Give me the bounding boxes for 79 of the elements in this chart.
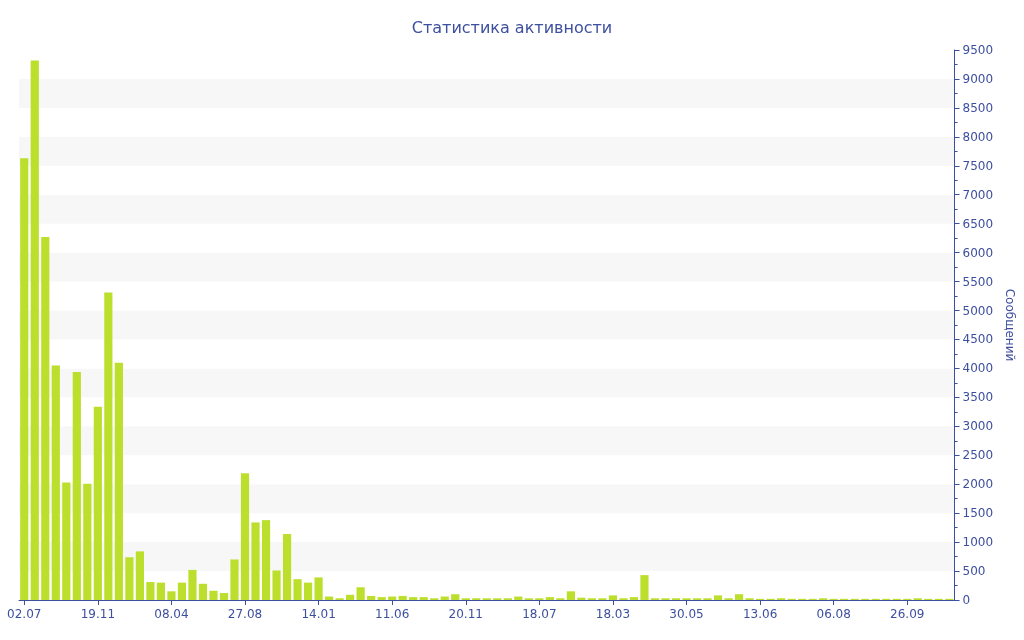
x-tick-label: 02.07 [7,607,42,621]
chart-title: Статистика активности [411,17,613,37]
x-tick-label: 13.06 [742,607,778,621]
bar [377,597,386,600]
y2-tick-label: 4500 [962,332,994,347]
bar [261,520,271,600]
bar [451,594,460,600]
x-tick-label: 20.11 [448,607,483,621]
bar [51,365,60,600]
bar [156,582,166,600]
bar [125,557,134,600]
bar [409,597,418,600]
x-tick-label: 27.08 [227,607,263,621]
y2-tick-label: 2000 [962,477,994,492]
bar [272,570,281,600]
bar [640,575,649,600]
bar [314,577,323,600]
bar [83,483,92,600]
y2-tick-label: 9000 [962,71,994,86]
y2-tick-label: 500 [962,564,986,579]
bar [62,482,71,600]
x-tick-label: 26.09 [890,607,925,621]
bar [356,587,365,600]
y2-tick-label: 9500 [962,43,994,57]
bar [72,371,81,600]
y2-tick-label: 8000 [962,129,994,144]
bar [30,60,39,600]
bar [293,579,302,600]
y2-tick-label: 7000 [962,187,994,202]
x-tick-label: 18.03 [595,607,631,621]
bar [282,534,292,600]
bar [177,582,187,600]
bar [41,237,50,600]
y2-tick-label: 2500 [962,448,994,463]
y2-tick-label: 3000 [962,419,994,434]
bar [303,582,313,600]
bar [419,597,428,600]
bar [629,597,639,600]
x-tick-label: 08.04 [154,607,189,621]
bar [188,569,197,600]
x-tick-label: 30.05 [669,607,704,621]
bar [734,594,744,600]
bar [608,595,618,600]
bar [93,406,102,600]
bar [135,551,144,600]
x-tick-label: 19.11 [80,607,116,621]
x-tick-label: 11.06 [374,607,410,621]
y2-tick-label: 4000 [962,361,994,376]
bar [104,292,113,600]
bar [240,473,250,600]
bar [230,559,239,600]
y2-tick-label: 1000 [962,535,994,550]
bar [167,591,176,600]
y2-tick-label: 6500 [962,216,994,231]
y2-tick-label: 3500 [962,390,994,405]
bar [346,594,355,600]
x-tick-label: 14.01 [301,607,336,621]
y2-tick-label: 5000 [962,303,994,318]
bar [251,522,260,600]
bar [545,597,554,600]
y2-tick-label: 0 [962,593,971,607]
bar [219,593,229,600]
bar [20,158,29,600]
y2-tick-label: 6000 [962,245,994,260]
bar [398,595,407,600]
bar [209,590,218,600]
x-tick-label: 18.07 [522,607,557,621]
bar [367,595,376,600]
bar [114,362,123,600]
bar [146,582,155,600]
x-tick-label: 06.08 [816,607,851,621]
y2-tick-label: 5500 [962,274,994,289]
bar [713,595,723,600]
bar [566,591,575,600]
y2-tick-label: 7500 [962,158,994,173]
y2-tick-label: 8500 [962,100,994,115]
bar [198,583,208,600]
y2-axis-title: Сообщений [1003,288,1017,362]
y2-tick-label: 1500 [962,506,994,521]
